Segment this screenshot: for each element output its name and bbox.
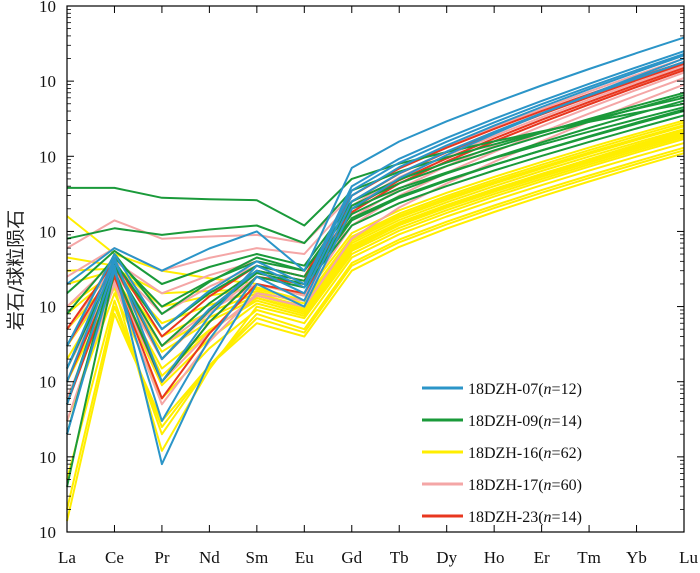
legend-entry-n: n [544, 381, 552, 398]
plot-lines [66, 36, 685, 522]
series-line [66, 61, 685, 435]
x-tick-label: Eu [295, 548, 314, 567]
legend-entry-count: =14) [552, 509, 582, 526]
y-tick-label: 10 [39, 147, 56, 166]
series-line [66, 149, 685, 510]
legend-entry-main: 18DZH-23( [468, 509, 544, 526]
legend-entry-count: =62) [552, 445, 582, 462]
legend-entry-count: =12) [552, 381, 582, 398]
legend-entry: 18DZH-23(n=14) [468, 509, 582, 526]
legend-entry: 18DZH-17(n=60) [468, 477, 582, 494]
legend-entry-main: 18DZH-16( [468, 445, 544, 462]
series-line [66, 50, 685, 347]
x-axis-ticks: La Ce Pr Nd Sm Eu Gd Tb Dy Ho Er Tm Yb Lu [58, 6, 698, 567]
legend-entry: 18DZH-16(n=62) [468, 445, 582, 462]
x-tick-label: Pr [154, 548, 169, 567]
legend-entry: 18DZH-07(n=12) [468, 381, 582, 398]
y-tick-label: 10 [39, 72, 56, 91]
y-tick-label: 10 [39, 523, 56, 542]
series-line [66, 91, 685, 295]
x-tick-label: Er [534, 548, 550, 567]
y-axis-label: 岩石/球粒陨石 [5, 210, 27, 330]
legend-entry-n: n [544, 445, 552, 462]
series-line [66, 106, 685, 315]
legend-entry: 18DZH-09(n=14) [468, 413, 582, 430]
y-tick-label: 10 [39, 448, 56, 467]
x-tick-label: Sm [246, 548, 269, 567]
x-tick-label: Tm [577, 548, 601, 567]
series-18dzh-07-n-12- [66, 36, 685, 466]
legend-entry-count: =60) [552, 477, 582, 494]
series-line [66, 146, 685, 480]
legend-entry-count: =14) [552, 413, 582, 430]
x-tick-label: Lu [679, 548, 698, 567]
series-line [66, 129, 685, 377]
x-tick-label: Nd [199, 548, 220, 567]
series-line [66, 152, 685, 522]
y-tick-label: 10 [39, 373, 56, 392]
series-line [66, 121, 685, 302]
series-line [66, 125, 685, 325]
series-line [66, 94, 685, 347]
legend: 18DZH-07(n=12)18DZH-09(n=14)18DZH-16(n=6… [422, 381, 582, 526]
x-tick-label: La [58, 548, 76, 567]
x-tick-label: Tb [390, 548, 409, 567]
series-line [66, 36, 685, 285]
plot-frame [66, 5, 685, 533]
series-line [66, 142, 685, 422]
y-tick-label: 10 [39, 0, 56, 16]
series-line [66, 119, 685, 297]
y-tick-label: 10 [39, 222, 56, 241]
legend-entry-n: n [544, 413, 552, 430]
x-tick-label: Gd [341, 548, 362, 567]
legend-entry-n: n [544, 509, 552, 526]
legend-entry-main: 18DZH-07( [468, 381, 544, 398]
x-tick-label: Ho [484, 548, 505, 567]
legend-entry-n: n [544, 477, 552, 494]
series-line [66, 138, 685, 452]
x-tick-label: Yb [626, 548, 647, 567]
series-line [66, 54, 685, 383]
x-tick-label: Ce [105, 548, 124, 567]
legend-entry-main: 18DZH-09( [468, 413, 544, 430]
series-line [66, 124, 685, 308]
series-line [66, 128, 685, 338]
y-tick-label: 10 [39, 298, 56, 317]
x-tick-label: Dy [436, 548, 457, 567]
y-axis-ticks: 10-210-110010102103104105 [39, 0, 684, 542]
series-line [66, 136, 685, 399]
series-line [66, 53, 685, 383]
legend-entry-main: 18DZH-17( [468, 477, 544, 494]
